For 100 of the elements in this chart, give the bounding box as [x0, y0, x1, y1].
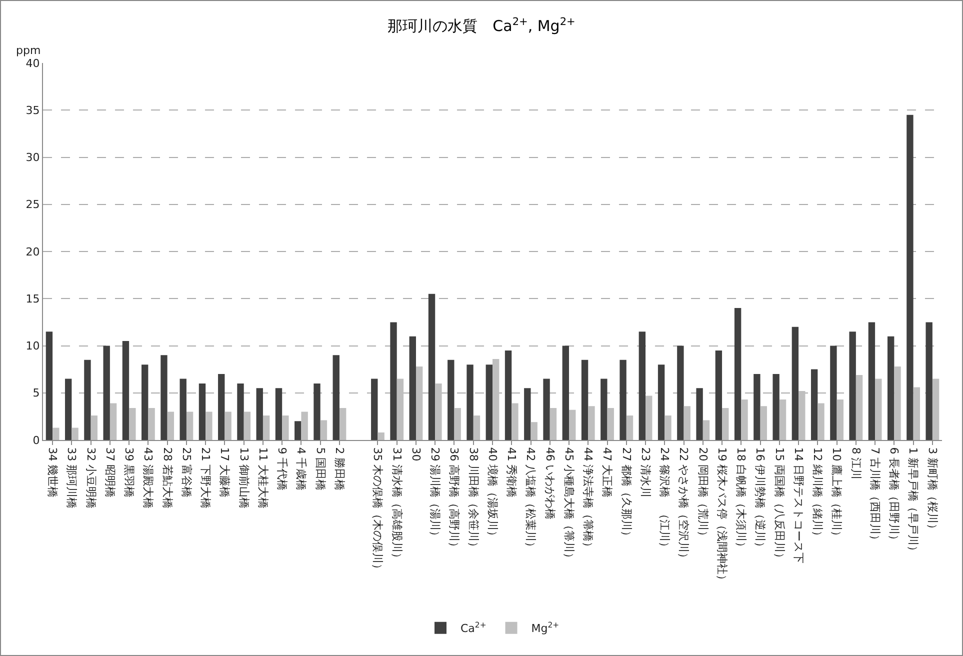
x-tick-label: 7 古川橋（西田川） [868, 447, 882, 546]
x-tick-label: 13 御前山橋 [237, 447, 250, 509]
x-tick-label: 20 岡田橋（荒川） [696, 447, 710, 542]
x-tick-label: 36 高野橋（高野川） [448, 447, 461, 553]
y-tick-label: 25 [26, 198, 40, 212]
y-tick-label: 5 [32, 386, 40, 400]
bar [684, 406, 690, 440]
x-tick-label: 12 緒川橋（緒川） [811, 447, 824, 542]
y-axis-title: ppm [16, 44, 41, 57]
bar [473, 416, 480, 440]
bar [186, 412, 194, 440]
x-tick-label: 40 境橋（湯坂川） [486, 447, 499, 542]
bar [396, 378, 404, 440]
bar [887, 336, 894, 440]
y-tick-label: 35 [26, 104, 40, 117]
bar [122, 341, 130, 440]
x-tick-label: 18 白帆橋（木須川） [734, 447, 748, 553]
bar [779, 399, 786, 440]
bar [849, 332, 856, 440]
bar [741, 399, 748, 440]
bar [206, 412, 212, 440]
x-tick-label: 6 長者橋（田野川） [888, 447, 901, 546]
bar [416, 366, 423, 440]
x-tick-label: 11 大桂大橋 [256, 447, 270, 509]
bar [620, 360, 626, 440]
bar [543, 378, 550, 440]
x-tick-label: 10 鷹上橋（桂川） [830, 447, 844, 542]
bar [715, 350, 722, 440]
bar [72, 428, 78, 440]
y-tick-label: 20 [26, 245, 40, 258]
bar [52, 428, 60, 440]
bar [913, 387, 920, 440]
x-tick-label: 28 若鮎大橋 [160, 447, 174, 509]
chart-title: 那珂川の水質 Ca$^{2+}$, Mg$^{2+}$ [388, 16, 576, 36]
bar [818, 403, 824, 440]
bar [275, 388, 282, 440]
x-tick-label: 1 新早戸橋（早戸川） [906, 447, 920, 557]
x-tick-label: 9 千代橋 [276, 447, 289, 491]
x-tick-label: 2 勝田橋 [332, 447, 346, 491]
bar [677, 346, 684, 440]
bar [244, 412, 251, 440]
bar [932, 378, 940, 440]
x-tick-label: 4 千歳橋 [294, 447, 308, 491]
legend-label: Ca$^{2+}$ [460, 620, 486, 636]
y-tick-label: 0 [32, 434, 40, 447]
bar [562, 346, 570, 440]
legend-label: Mg$^{2+}$ [531, 620, 560, 636]
bar [256, 388, 263, 440]
x-tick-label: 24 篠沢橋 （江川） [658, 447, 672, 553]
bar [454, 408, 461, 440]
bar [512, 403, 518, 440]
bar [110, 403, 117, 440]
bar [868, 322, 876, 440]
bar [875, 378, 882, 440]
bar [504, 350, 512, 440]
x-tick-label: 37 昭明橋 [103, 447, 116, 498]
bar [314, 383, 320, 440]
bar [160, 355, 168, 440]
bar [218, 374, 225, 440]
bar [754, 374, 760, 440]
x-tick-label: 25 富谷橋 [180, 447, 193, 498]
bar [435, 383, 442, 440]
bar [84, 360, 91, 440]
bar [702, 420, 710, 440]
x-tick-label: 38 川田橋（余笹川） [466, 447, 480, 553]
bar [390, 322, 397, 440]
bar [339, 408, 346, 440]
bar [371, 378, 378, 440]
bar [760, 406, 767, 440]
x-tick-label: 8 江川 [849, 447, 862, 480]
x-tick-label: 33 那珂川橋 [65, 447, 78, 509]
x-tick-label: 15 両国橋（八反田川） [772, 447, 786, 564]
bar [65, 378, 72, 440]
bar [894, 366, 901, 440]
x-tick-label: 39 黒羽橋 [122, 447, 136, 498]
bar [142, 364, 148, 440]
x-tick-label: 45 小種島大橋（箒川） [562, 447, 576, 564]
bar [664, 416, 672, 440]
bar [658, 364, 665, 440]
bar [180, 378, 186, 440]
bar [129, 408, 136, 440]
bar [282, 416, 289, 440]
bar [301, 412, 308, 440]
bar [836, 399, 844, 440]
x-tick-label: 35 木の俣橋（木の俣川） [371, 447, 384, 575]
bar [294, 421, 302, 440]
x-tick-label: 34 幾世橋 [46, 447, 59, 498]
y-tick-label: 30 [26, 151, 40, 164]
bar [588, 406, 595, 440]
bar [638, 332, 646, 440]
x-tick-label: 41 秀衛橋 [505, 447, 518, 498]
x-tick-label: 23 清水川 [638, 447, 652, 498]
bar [926, 322, 932, 440]
bar [320, 420, 328, 440]
x-tick-label: 17 大藤橋 [218, 447, 232, 498]
bar [448, 360, 454, 440]
x-tick-label: 3 新町橋（桜川） [926, 447, 939, 535]
x-tick-label: 30 [409, 447, 422, 462]
bar [224, 412, 232, 440]
bar [600, 378, 608, 440]
